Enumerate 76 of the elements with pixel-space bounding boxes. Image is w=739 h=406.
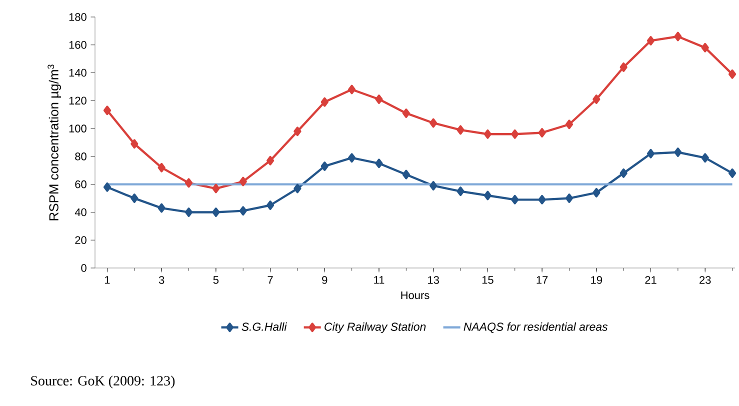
point	[239, 206, 247, 216]
point	[320, 97, 328, 107]
point	[592, 188, 600, 198]
point	[701, 153, 709, 163]
point	[592, 94, 600, 104]
point	[375, 158, 383, 168]
x-tick-label: 19	[591, 276, 602, 284]
point	[674, 148, 682, 157]
y-tick-label: 140	[69, 68, 86, 77]
point	[184, 208, 193, 217]
x-tick-label: 21	[645, 276, 656, 284]
x-tick-label: 3	[158, 276, 164, 284]
point	[158, 162, 166, 172]
point	[565, 120, 574, 130]
y-tick-label: 180	[69, 13, 86, 21]
x-tick-label: 11	[374, 276, 384, 284]
legend-label: NAAQS for residential areas	[464, 322, 608, 333]
point	[402, 170, 410, 180]
point	[212, 208, 220, 217]
legend-label: City Railway Station	[324, 322, 426, 334]
point	[348, 153, 356, 163]
y-axis-title: RSPM concentration µg/m$^{3}$	[48, 64, 62, 220]
point	[620, 168, 628, 178]
point	[728, 168, 736, 178]
point	[320, 162, 328, 171]
point	[266, 156, 274, 166]
point	[538, 128, 546, 138]
point	[674, 32, 682, 42]
y-tick-label: 80	[75, 152, 86, 160]
point	[184, 178, 193, 188]
point	[728, 69, 736, 79]
y-tick-label: 20	[75, 236, 86, 244]
point	[646, 36, 655, 46]
point	[620, 62, 628, 72]
x-tick-label: 15	[482, 276, 494, 284]
y-tick-label: 100	[69, 124, 86, 132]
y-tick-label: 60	[75, 180, 86, 188]
point	[646, 148, 655, 158]
point	[266, 200, 274, 210]
y-tick-label: 0	[81, 264, 86, 272]
point	[456, 186, 464, 196]
point	[456, 125, 464, 135]
x-tick-label: 23	[700, 276, 711, 284]
x-tick-label: 9	[322, 276, 328, 284]
point	[430, 118, 438, 128]
y-tick-label: 120	[69, 96, 86, 105]
point	[375, 94, 383, 104]
point	[565, 194, 574, 203]
point	[538, 194, 546, 204]
point	[484, 129, 492, 139]
point	[103, 182, 112, 192]
point	[130, 194, 138, 203]
point	[484, 190, 492, 200]
legend-label: S.G.Halli	[242, 322, 287, 331]
x-axis-title: Hours	[401, 291, 430, 300]
point	[430, 181, 438, 190]
point	[701, 42, 709, 52]
x-tick-label: 7	[268, 276, 273, 284]
source-note: Source: GoK (2009: 123)	[31, 376, 175, 388]
point	[130, 139, 138, 149]
x-tick-label: 5	[213, 276, 219, 284]
point	[348, 84, 356, 94]
x-tick-label: 1	[105, 276, 110, 284]
point	[511, 129, 519, 139]
point	[294, 184, 302, 194]
point	[294, 126, 302, 136]
x-tick-label: 13	[428, 276, 439, 284]
point	[511, 194, 519, 204]
y-tick-label: 40	[74, 208, 86, 216]
point	[103, 106, 112, 116]
point	[212, 184, 220, 194]
y-tick-label: 160	[69, 40, 86, 49]
point	[158, 203, 166, 213]
x-tick-label: 17	[536, 276, 548, 284]
point	[239, 176, 247, 186]
point	[402, 108, 410, 118]
